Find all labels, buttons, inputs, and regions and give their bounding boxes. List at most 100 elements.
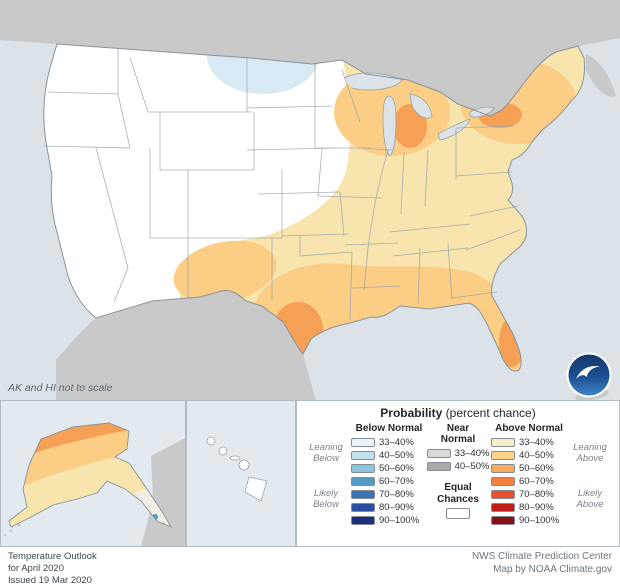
canada-yukon-landmass <box>141 437 186 546</box>
aleutian-island-3 <box>3 533 7 537</box>
noaa-logo <box>566 352 612 398</box>
lake-erie <box>437 118 471 141</box>
footer-credit-block: NWS Climate Prediction Center Map by NOA… <box>472 551 612 576</box>
island-maui <box>238 459 250 471</box>
alaska-above-50-60 <box>9 423 171 465</box>
legend-row: 33–40% <box>351 436 414 449</box>
legend-row: 40–50% <box>426 460 490 473</box>
near-swatch-40-50 <box>426 462 451 471</box>
aleutian-island-2 <box>9 529 13 533</box>
conus-map-svg <box>0 0 620 400</box>
legend-row: 40–50% <box>351 449 414 462</box>
below-swatch-70-80 <box>351 490 375 499</box>
leaning-below-label: Leaning Below <box>309 442 343 464</box>
footer-title-block: Temperature Outlook for April 2020 Issue… <box>8 551 97 585</box>
legend-near-normal-column: Near Normal 33–40% 40–50% Equal Chances <box>426 423 490 544</box>
legend-row: 80–90% <box>351 501 414 514</box>
below-swatch-50-60 <box>351 464 375 473</box>
below-pct-60-70: 60–70% <box>379 476 414 487</box>
legend-row: 60–70% <box>351 475 414 488</box>
lake-huron <box>409 93 433 119</box>
alaska-outline <box>8 422 173 528</box>
below-swatch-60-70 <box>351 477 375 486</box>
insets-and-legend-row: Probability (percent chance) Leaning Bel… <box>0 400 620 547</box>
below-swatch-33-40 <box>351 438 375 447</box>
above-pct-70-80: 70–80% <box>519 489 554 500</box>
legend-side-labels-below: Leaning Below Likely Below <box>303 423 349 544</box>
above-normal-50-60-michigan-region <box>393 104 427 148</box>
nova-scotia-landmass <box>586 54 616 97</box>
above-pct-50-60: 50–60% <box>519 463 554 474</box>
below-pct-33-40: 33–40% <box>379 437 414 448</box>
scale-note: AK and HI not to scale <box>8 382 113 394</box>
legend-row: 40–50% <box>491 449 554 462</box>
above-pct-60-70: 60–70% <box>519 476 554 487</box>
legend-row: 50–60% <box>351 462 414 475</box>
legend-row: 33–40% <box>491 436 554 449</box>
above-swatch-40-50 <box>491 451 515 460</box>
legend-row: 90–100% <box>351 514 419 527</box>
legend-title-bold: Probability <box>380 406 443 420</box>
alaska-inset <box>0 400 187 547</box>
legend-row: 90–100% <box>491 514 559 527</box>
mexico-landmass <box>56 290 316 400</box>
below-pct-40-50: 40–50% <box>379 450 414 461</box>
above-normal-40-50-southwest-region <box>173 240 277 304</box>
above-normal-header: Above Normal <box>495 423 563 434</box>
equal-chances-label: Equal Chances <box>437 482 479 505</box>
island-oahu <box>218 446 228 456</box>
footer-credit-line2: Map by NOAA Climate.gov <box>493 563 612 575</box>
above-pct-90-100: 90–100% <box>519 515 560 526</box>
legend-row: 80–90% <box>491 501 554 514</box>
leaning-above-label: Leaning Above <box>573 442 607 464</box>
legend-row: 60–70% <box>491 475 554 488</box>
above-pct-40-50: 40–50% <box>519 450 554 461</box>
island-kauai <box>206 436 216 446</box>
below-pct-70-80: 70–80% <box>379 489 414 500</box>
below-pct-50-60: 50–60% <box>379 463 414 474</box>
legend-panel: Probability (percent chance) Leaning Bel… <box>296 400 620 547</box>
near-normal-header: Near Normal <box>440 423 476 445</box>
near-pct-40-50: 40–50% <box>454 461 490 472</box>
hawaiian-islands <box>206 436 268 502</box>
legend-below-normal-column: Below Normal 33–40% 40–50% 50–60% 60–70%… <box>349 423 427 544</box>
lake-ontario <box>469 106 495 118</box>
legend-row: 33–40% <box>426 447 490 460</box>
hawaii-inset-bg <box>187 401 296 546</box>
below-swatch-40-50 <box>351 451 375 460</box>
above-swatch-80-90 <box>491 503 515 512</box>
legend-body: Leaning Below Likely Below Below Normal … <box>303 423 613 544</box>
equal-chances-swatch <box>446 508 470 519</box>
conus-outline <box>43 43 585 372</box>
below-pct-80-90: 80–90% <box>379 502 414 513</box>
noaa-logo-svg <box>566 352 612 398</box>
alaska-inset-svg <box>1 401 186 546</box>
conus-map-area: AK and HI not to scale <box>0 0 620 400</box>
noaa-seagull-icon <box>576 366 600 379</box>
legend-side-labels-above: Leaning Above Likely Above <box>567 423 613 544</box>
above-swatch-70-80 <box>491 490 515 499</box>
legend-row: 70–80% <box>491 488 554 501</box>
hawaii-inset <box>186 400 296 547</box>
footer-title-line1: Temperature Outlook <box>8 551 97 562</box>
legend-row: 70–80% <box>351 488 414 501</box>
near-pct-33-40: 33–40% <box>454 448 490 459</box>
likely-below-label: Likely Below <box>313 487 339 510</box>
legend-title: Probability (percent chance) <box>303 406 613 420</box>
hawaii-inset-svg <box>187 401 296 546</box>
above-swatch-60-70 <box>491 477 515 486</box>
below-swatch-90-100 <box>351 516 375 525</box>
below-pct-90-100: 90–100% <box>379 515 420 526</box>
above-pct-33-40: 33–40% <box>519 437 554 448</box>
island-hawaii <box>244 476 268 502</box>
island-molokai <box>229 455 241 461</box>
canada-landmass <box>0 0 620 116</box>
above-swatch-33-40 <box>491 438 515 447</box>
above-pct-80-90: 80–90% <box>519 502 554 513</box>
footer: Temperature Outlook for April 2020 Issue… <box>0 547 620 585</box>
footer-credit-line1: NWS Climate Prediction Center <box>471 551 612 562</box>
legend-row: 50–60% <box>491 462 554 475</box>
near-swatch-33-40 <box>426 449 451 458</box>
state-borders <box>43 48 521 321</box>
